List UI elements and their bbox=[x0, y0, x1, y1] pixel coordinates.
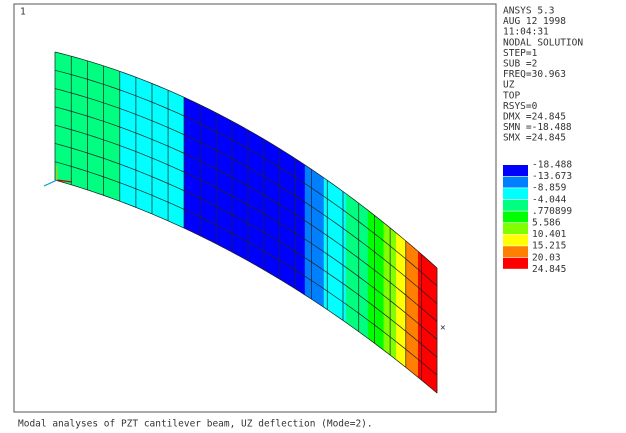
legend-swatch bbox=[503, 223, 528, 234]
info-line: TOP bbox=[503, 90, 520, 101]
info-line: FREQ=30.963 bbox=[503, 69, 566, 80]
info-line: NODAL SOLUTION bbox=[503, 37, 583, 48]
legend-swatch bbox=[503, 200, 528, 211]
legend-swatch bbox=[503, 188, 528, 199]
info-line: SMN =-18.488 bbox=[503, 122, 572, 133]
legend-swatch bbox=[503, 177, 528, 188]
window-number: 1 bbox=[20, 7, 26, 18]
caption: Modal analyses of PZT cantilever beam, U… bbox=[18, 419, 373, 430]
legend-label: -8.859 bbox=[532, 183, 567, 194]
legend-label: .770899 bbox=[532, 206, 572, 217]
legend-swatch bbox=[503, 235, 528, 246]
legend-label: 15.215 bbox=[532, 241, 566, 252]
info-line: RSYS=0 bbox=[503, 101, 538, 112]
info-line: SUB =2 bbox=[503, 59, 537, 70]
info-line: ANSYS 5.3 bbox=[503, 6, 554, 17]
legend-swatch bbox=[503, 211, 528, 222]
info-line: SMX =24.845 bbox=[503, 133, 566, 144]
info-line: STEP=1 bbox=[503, 48, 538, 59]
legend-label: 24.845 bbox=[532, 264, 566, 275]
info-line: DMX =24.845 bbox=[503, 112, 566, 123]
ansys-window: 1 Modal analyses of PZT cantilever beam,… bbox=[0, 0, 626, 433]
legend-label: -18.488 bbox=[532, 160, 572, 171]
legend-label: -4.044 bbox=[532, 194, 567, 205]
legend-label: 10.401 bbox=[532, 229, 567, 240]
legend-swatch bbox=[503, 165, 528, 176]
legend-swatch bbox=[503, 246, 528, 257]
page: 1 Modal analyses of PZT cantilever beam,… bbox=[0, 0, 626, 433]
legend-label: 20.03 bbox=[532, 252, 561, 263]
max-marker: × bbox=[440, 323, 446, 334]
legend-label: -13.673 bbox=[532, 171, 572, 182]
info-line: AUG 12 1998 bbox=[503, 16, 566, 27]
legend-swatch bbox=[503, 258, 528, 269]
info-line: UZ bbox=[503, 80, 515, 91]
info-line: 11:04:31 bbox=[503, 27, 549, 38]
legend-label: 5.586 bbox=[532, 218, 561, 229]
